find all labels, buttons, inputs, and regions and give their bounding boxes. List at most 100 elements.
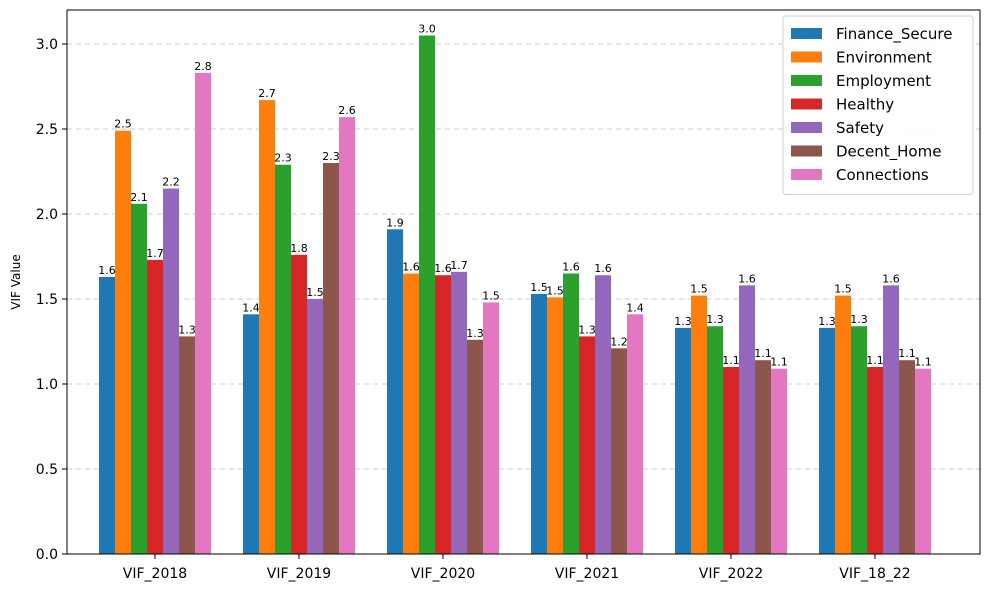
bar (99, 276, 115, 554)
data-label: 2.8 (194, 60, 212, 73)
bar (339, 117, 355, 554)
legend-label: Connections (836, 166, 929, 184)
bar (131, 203, 147, 555)
bar (195, 72, 211, 555)
data-label: 1.3 (850, 313, 868, 326)
bar (531, 293, 547, 554)
data-label: 1.3 (178, 323, 196, 336)
legend-swatch (791, 145, 822, 157)
data-label: 1.6 (562, 261, 580, 274)
bar (595, 275, 611, 554)
data-label: 1.1 (866, 354, 884, 367)
legend-label: Decent_Home (836, 143, 941, 162)
x-tick-label: VIF_2022 (699, 566, 763, 582)
data-label: 1.6 (402, 261, 420, 274)
bar (291, 254, 307, 555)
legend-swatch (791, 98, 822, 110)
bar (723, 367, 739, 554)
bar (771, 368, 787, 554)
bar (307, 299, 323, 554)
legend-swatch (791, 75, 822, 86)
bar (755, 360, 771, 554)
data-label: 1.9 (386, 216, 404, 229)
bar (627, 314, 643, 554)
x-tick-label: VIF_2019 (267, 566, 331, 582)
y-tick-label: 1.0 (36, 377, 58, 393)
bar (835, 295, 851, 554)
x-tick-label: VIF_18_22 (839, 566, 910, 582)
data-label: 1.3 (578, 323, 596, 336)
x-axis: VIF_2018 VIF_2019 VIF_2020 VIF_2021 VIF_2022… (123, 554, 911, 582)
bar (467, 339, 483, 554)
data-label: 1.1 (722, 354, 740, 367)
data-label: 1.5 (546, 284, 564, 297)
data-label: 2.5 (114, 118, 132, 131)
bar (275, 164, 291, 554)
bar (483, 302, 499, 554)
y-axis: 0.0 0.5 1.0 1.5 2.0 2.5 3.0 (36, 37, 67, 563)
bar (851, 326, 867, 554)
bar (259, 100, 275, 554)
data-label: 1.6 (98, 264, 116, 277)
data-label: 1.4 (242, 301, 260, 314)
data-label: 1.1 (754, 347, 772, 360)
bar (387, 229, 403, 555)
y-tick-label: 0.5 (36, 462, 58, 478)
bar (563, 273, 579, 554)
bar (883, 285, 899, 554)
bar (915, 368, 931, 554)
data-label: 2.7 (258, 87, 276, 100)
data-label: 1.7 (146, 247, 164, 260)
bar (691, 295, 707, 554)
data-label: 1.6 (434, 262, 452, 275)
x-tick-label: VIF_2020 (411, 566, 475, 582)
data-label: 1.7 (450, 259, 468, 272)
y-axis-label: VIF Value (9, 254, 23, 309)
data-label: 1.1 (914, 356, 932, 369)
bar (867, 367, 883, 554)
bar (323, 163, 339, 554)
bar (179, 336, 195, 554)
data-label: 1.2 (610, 335, 628, 348)
data-label: 1.6 (594, 262, 612, 275)
data-label: 1.3 (674, 315, 692, 328)
y-tick-label: 2.0 (36, 207, 58, 223)
bar (115, 130, 131, 554)
bar (739, 285, 755, 554)
y-tick-label: 1.5 (36, 292, 58, 308)
data-label: 1.1 (770, 356, 788, 369)
plot-frame (66, 9, 981, 555)
bar (819, 327, 835, 554)
data-label: 1.3 (706, 313, 724, 326)
bar (403, 273, 419, 554)
bar (163, 188, 179, 554)
legend-swatch (791, 169, 822, 180)
legend: Finance_Secure Environment Employment Healt… (782, 15, 974, 195)
bar (435, 275, 451, 554)
bar (707, 326, 723, 554)
legend-box (782, 15, 974, 195)
data-label: 2.2 (162, 176, 180, 189)
legend-label: Healthy (836, 96, 894, 114)
data-label: 2.1 (130, 191, 148, 204)
x-tick-label: VIF_2021 (555, 566, 619, 582)
y-tick-label: 3.0 (36, 37, 58, 53)
data-label: 1.3 (466, 327, 484, 340)
bar (147, 259, 163, 554)
data-labels: 1.61.41.91.51.3 1.32.52.71.61.5 1.5 1.52.12… (98, 23, 932, 369)
x-tick-label: VIF_2018 (123, 566, 187, 582)
data-label: 1.3 (818, 315, 836, 328)
bar (899, 360, 915, 554)
data-label: 1.5 (530, 281, 548, 294)
bar (419, 35, 435, 554)
bar (675, 327, 691, 554)
y-tick-label: 2.5 (36, 122, 58, 138)
data-label: 2.3 (322, 150, 340, 163)
bar (243, 314, 259, 554)
data-label: 3.0 (418, 23, 436, 36)
data-label: 1.5 (306, 286, 324, 299)
legend-swatch (791, 122, 822, 133)
data-label: 2.3 (274, 152, 292, 165)
data-label: 1.6 (738, 272, 756, 285)
